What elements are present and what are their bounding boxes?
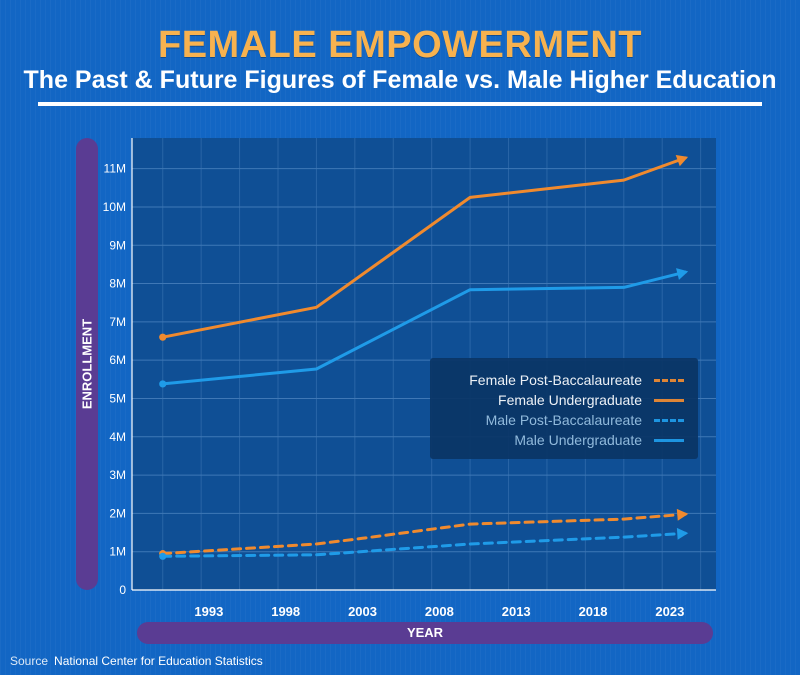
arrow-head-female-post-baccalaureate: [676, 508, 689, 521]
x-tick-label: 2023: [655, 604, 684, 619]
x-tick-label: 1998: [271, 604, 300, 619]
y-tick-label: 7M: [109, 315, 126, 329]
y-tick-label: 0: [119, 583, 126, 597]
data-point-male-post-baccalaureate: [159, 552, 167, 560]
x-axis-band: YEAR: [137, 622, 713, 644]
legend-swatch: [654, 439, 684, 442]
legend-swatch: [654, 419, 684, 422]
y-tick-label: 5M: [109, 391, 126, 405]
chart-title: FEMALE EMPOWERMENT: [158, 24, 642, 66]
chart-legend: Female Post-Baccalaureate Female Undergra…: [430, 358, 698, 459]
legend-item: Female Post-Baccalaureate: [430, 370, 698, 390]
y-tick-label: 4M: [109, 430, 126, 444]
legend-swatch: [654, 379, 684, 382]
x-tick-label: 2018: [579, 604, 608, 619]
y-tick-label: 9M: [109, 238, 126, 252]
arrow-head-female-undergraduate: [675, 154, 689, 167]
source-text: National Center for Education Statistics: [54, 654, 263, 668]
legend-label: Female Undergraduate: [498, 392, 642, 408]
legend-item: Female Undergraduate: [430, 390, 698, 410]
data-point-male-undergraduate: [159, 380, 167, 388]
source-note: Source National Center for Education Stat…: [10, 654, 263, 668]
x-tick-label: 2008: [425, 604, 454, 619]
legend-label: Male Undergraduate: [514, 432, 642, 448]
series-line-male-post-baccalaureate: [161, 531, 687, 558]
x-tick-label: 2013: [502, 604, 531, 619]
y-tick-label: 6M: [109, 353, 126, 367]
x-tick-label: 1993: [194, 604, 223, 619]
y-tick-label: 1M: [109, 545, 126, 559]
y-tick-label: 8M: [109, 277, 126, 291]
arrow-head-male-undergraduate: [676, 268, 689, 280]
title-divider: [38, 102, 762, 106]
chart-subtitle: The Past & Future Figures of Female vs. …: [23, 66, 777, 94]
series-line-male-undergraduate: [161, 270, 687, 386]
series-line-female-undergraduate: [161, 156, 687, 339]
x-tick-label: 2003: [348, 604, 377, 619]
legend-item: Male Undergraduate: [430, 430, 698, 450]
legend-label: Male Post-Baccalaureate: [485, 412, 642, 428]
y-tick-label: 11M: [104, 162, 126, 176]
legend-item: Male Post-Baccalaureate: [430, 410, 698, 430]
series-line-female-post-baccalaureate: [161, 512, 687, 556]
arrow-head-male-post-baccalaureate: [676, 527, 689, 540]
source-label: Source: [10, 654, 49, 668]
y-tick-label: 10M: [103, 200, 126, 214]
y-axis-band: [76, 138, 98, 590]
data-point-female-undergraduate: [159, 333, 167, 341]
legend-label: Female Post-Baccalaureate: [469, 372, 642, 388]
y-tick-label: 3M: [109, 468, 126, 482]
x-axis-label: YEAR: [406, 625, 444, 640]
legend-swatch: [654, 399, 684, 402]
y-tick-label: 2M: [109, 506, 126, 520]
